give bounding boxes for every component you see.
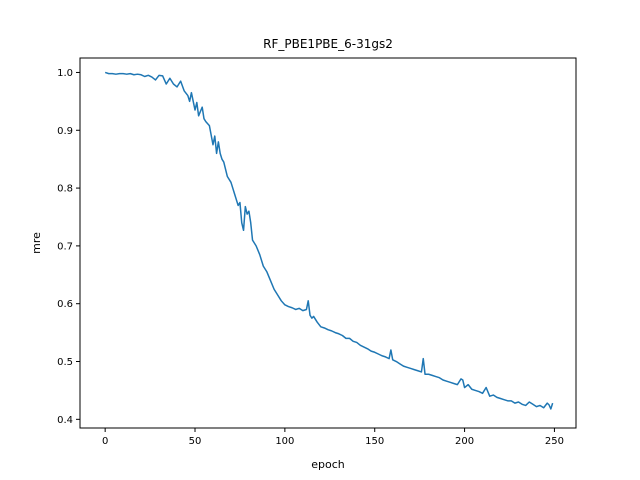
x-tick-label: 150 xyxy=(365,436,384,447)
x-tick-label: 0 xyxy=(102,436,108,447)
series-line xyxy=(104,71,554,410)
y-tick-label: 0.7 xyxy=(57,241,73,252)
y-tick-label: 0.6 xyxy=(57,299,73,310)
x-tick-label: 50 xyxy=(189,436,202,447)
chart-title: RF_PBE1PBE_6-31gs2 xyxy=(263,37,393,51)
y-axis-label: mre xyxy=(30,232,43,254)
x-tick-label: 250 xyxy=(545,436,564,447)
y-tick-label: 0.4 xyxy=(57,415,73,426)
plot-area xyxy=(79,57,577,429)
x-axis-label: epoch xyxy=(311,458,345,471)
y-tick-label: 1.0 xyxy=(57,68,73,79)
x-tick-label: 100 xyxy=(275,436,294,447)
x-axis: 0 50 100 150 200 250 xyxy=(102,428,564,447)
series-layer xyxy=(104,71,554,410)
y-tick-label: 0.9 xyxy=(57,126,73,137)
x-tick-label: 200 xyxy=(455,436,474,447)
y-axis: 0.4 0.5 0.6 0.7 0.8 0.9 1.0 xyxy=(57,68,80,426)
y-tick-label: 0.8 xyxy=(57,184,73,195)
y-tick-label: 0.5 xyxy=(57,357,73,368)
